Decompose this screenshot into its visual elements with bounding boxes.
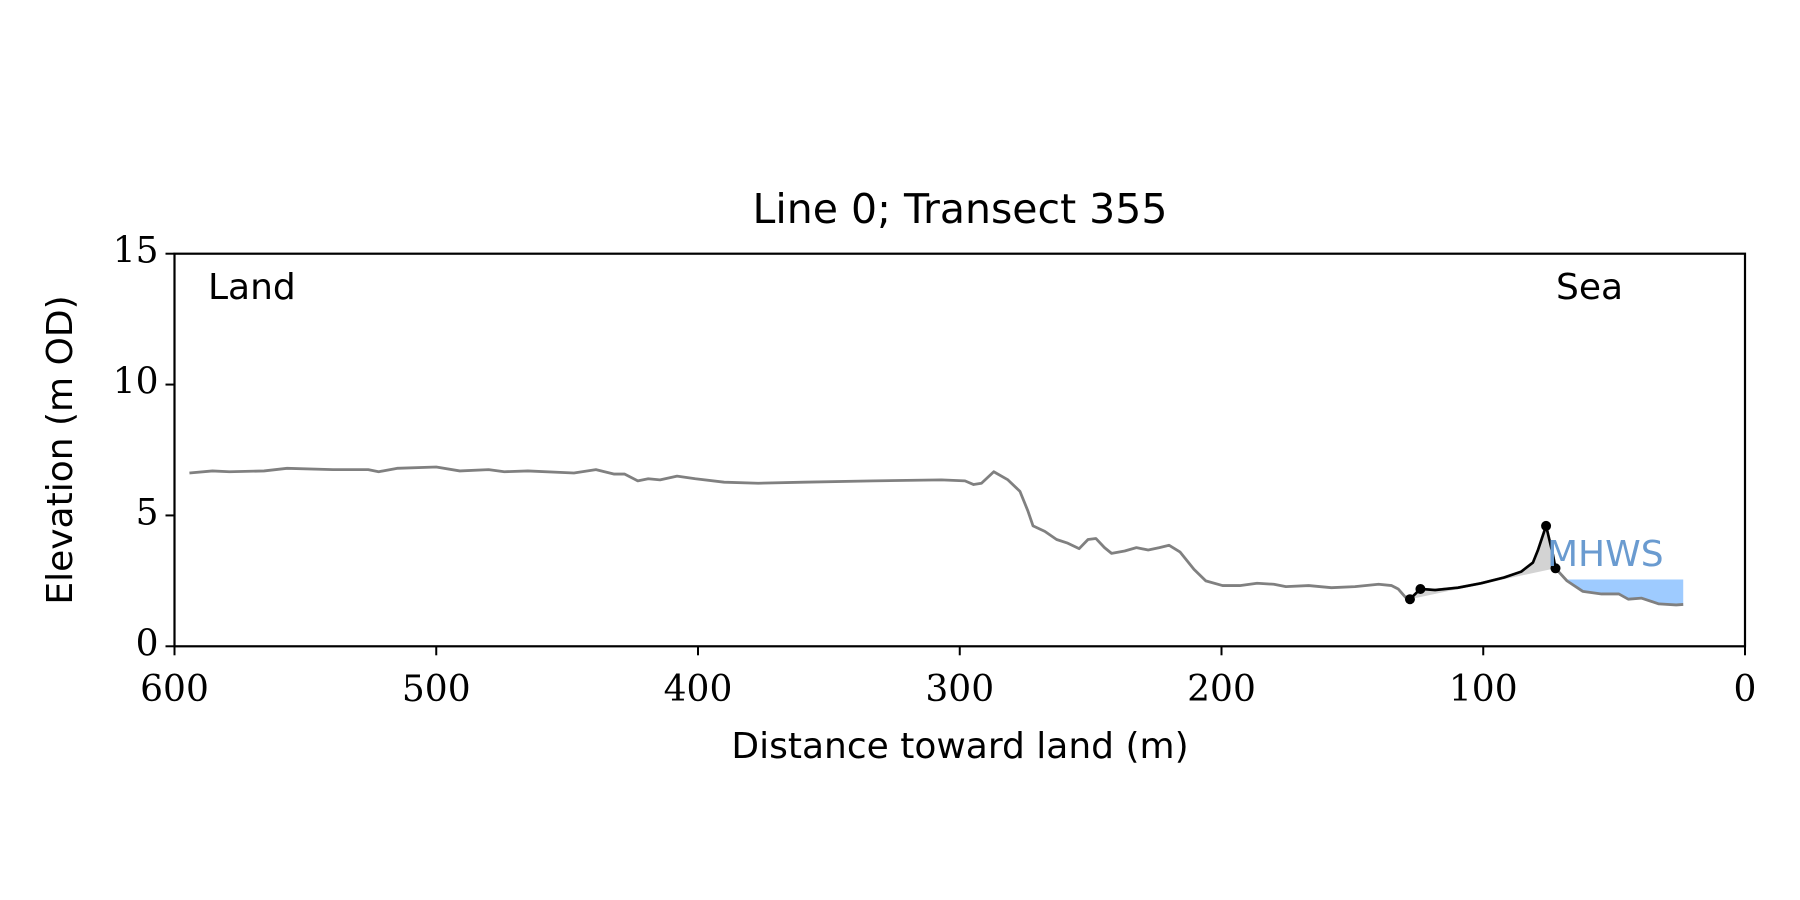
annotation: Sea [1556,267,1623,308]
x-tick-label: 400 [664,669,733,710]
x-axis-label: Distance toward land (m) [731,726,1188,767]
x-tick-label: 300 [925,669,994,710]
mhws-area [1567,579,1684,605]
y-tick-label: 5 [136,492,159,533]
y-tick-label: 15 [113,231,159,272]
x-tick-label: 0 [1734,669,1757,710]
annotation: Land [208,267,296,308]
profile-line [1409,524,1557,601]
x-tick-label: 600 [140,669,209,710]
point [1415,583,1426,594]
y-axis-label: Elevation (m OD) [40,295,81,604]
x-tick-label: 200 [1187,669,1256,710]
chart-title: Line 0; Transect 355 [753,185,1168,233]
point [1550,563,1561,574]
profile-line [189,465,1684,607]
point [1541,520,1552,531]
point [1404,594,1415,605]
plot-frame [173,252,1747,648]
y-tick-label: 10 [113,362,159,403]
mhws-label: MHWS [1547,534,1664,575]
x-tick-label: 500 [402,669,471,710]
x-tick-label: 100 [1449,669,1518,710]
y-tick-label: 0 [136,623,159,664]
